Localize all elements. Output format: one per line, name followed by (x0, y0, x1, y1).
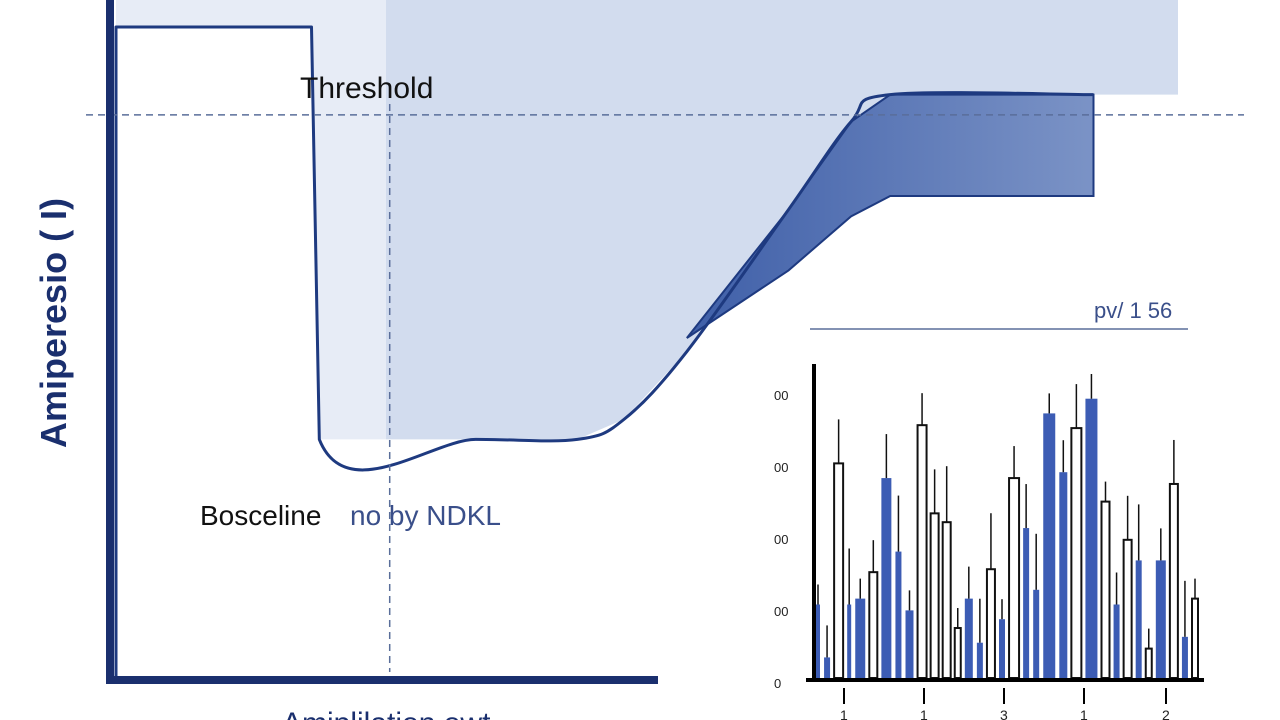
inset-bar (976, 642, 983, 678)
inset-bar (1100, 500, 1111, 679)
threshold-label: Threshold (300, 72, 433, 105)
inset-bar (855, 598, 866, 678)
inset-bar (895, 551, 902, 678)
baseline-label: Bosceline (200, 500, 321, 531)
baseline-suffix-label: no by NDKL (350, 500, 501, 531)
inset-x-tick-label: 1 (1080, 707, 1088, 720)
y-axis-label: Amiperesio ( I) (33, 198, 74, 448)
inset-y-tick-label: 0 (774, 676, 781, 691)
inset-bar (1122, 538, 1133, 679)
inset-bar (953, 627, 962, 680)
inset-bar (1008, 477, 1021, 679)
inset-bar (985, 568, 996, 679)
inset-bar (1113, 604, 1120, 678)
inset-bar (816, 604, 820, 678)
inset-bar (881, 478, 892, 678)
inset-bar (1033, 589, 1040, 678)
inset-bar (929, 512, 940, 679)
inset-bar (1023, 528, 1030, 678)
inset-bar (847, 604, 852, 678)
inset-bar (1168, 482, 1179, 679)
inset-bar (1043, 413, 1056, 678)
inset-bar (905, 610, 914, 678)
inset-title: pv/ 1 56 (1094, 298, 1172, 323)
inset-bar (916, 424, 928, 679)
inset-bar (999, 619, 1005, 678)
inset-bar (868, 571, 879, 679)
inset-bar (1059, 472, 1068, 678)
inset-y-tick-label: 00 (774, 532, 788, 547)
inset-bar (1144, 647, 1153, 679)
inset-bar (1135, 560, 1142, 678)
inset-bar (833, 462, 845, 679)
inset-x-tick-label: 3 (1000, 707, 1008, 720)
inset-bar (1070, 427, 1083, 679)
inset-bar (941, 521, 952, 679)
inset-x-tick-label: 1 (840, 707, 848, 720)
x-axis-label: Amiplilation owt (282, 707, 491, 720)
inset-bar (1085, 398, 1098, 678)
inset-x-tick-label: 2 (1162, 707, 1170, 720)
response-curve (114, 25, 1094, 676)
inset-bar (1181, 636, 1188, 678)
inset-x-tick-label: 1 (920, 707, 928, 720)
inset-y-tick-label: 00 (774, 388, 788, 403)
inset-y-tick-label: 00 (774, 460, 788, 475)
inset-bar (1155, 560, 1166, 678)
inset-y-tick-label: 00 (774, 604, 788, 619)
inset-bar (1191, 597, 1199, 679)
inset-bar (964, 598, 973, 678)
inset-bar (824, 657, 831, 678)
